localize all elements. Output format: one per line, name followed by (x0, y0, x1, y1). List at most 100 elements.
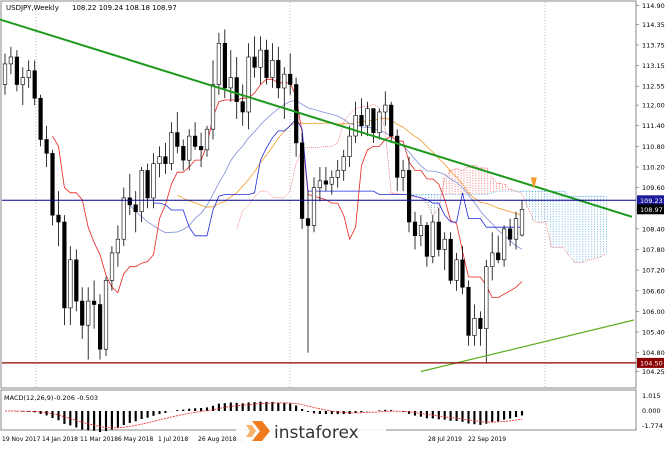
upper-trendline (0, 18, 633, 218)
x-tick-label: 6 May 2018 (118, 436, 153, 443)
candle-body (264, 49, 269, 78)
x-tick-label: 28 Jul 2019 (428, 436, 462, 443)
candle-body (163, 156, 168, 164)
candle-body (240, 101, 245, 113)
kijun-line (153, 118, 522, 237)
macd-values: -0.206 -0.503 (54, 394, 98, 402)
candle-body (395, 135, 400, 178)
candle-body (305, 218, 311, 226)
macd-label: MACD(12,26,9) (4, 394, 53, 402)
candle-body (466, 286, 471, 336)
candle-body (371, 108, 376, 133)
candle-body (121, 197, 126, 240)
watermark-text: instaforex (274, 423, 359, 443)
candle-body (347, 135, 352, 158)
candle-body (359, 115, 364, 127)
candle-body (20, 77, 25, 85)
candle-body (519, 209, 525, 236)
y-tick-label: 108.40 (642, 225, 665, 233)
candle-body (8, 56, 14, 65)
y-tick-label: 110.80 (642, 143, 665, 151)
price-tag-support-box (637, 357, 664, 368)
candle-body (288, 73, 293, 85)
candle-body (2, 63, 8, 85)
macd-tick-label: 0.000 (642, 407, 661, 415)
candle-body (507, 228, 513, 240)
candle-body (424, 225, 430, 257)
logo-icon (252, 421, 270, 441)
y-tick-label: 107.20 (642, 267, 665, 275)
candle-body (353, 115, 358, 137)
x-tick-label: 11 Mar 2018 (80, 436, 118, 443)
y-tick-label: 110.20 (642, 164, 665, 172)
candle-body (210, 84, 216, 130)
x-tick-label: 22 Sep 2019 (468, 436, 506, 443)
tenkan-line (52, 78, 523, 299)
candle-body (222, 42, 228, 89)
price-tag-horizontal: 109.23 (640, 197, 663, 205)
price-tag-current: 108.97 (640, 206, 663, 214)
candle-body (311, 187, 317, 226)
y-tick-label: 112.00 (642, 102, 665, 110)
candle-body (50, 153, 55, 216)
candle-body (14, 56, 20, 85)
candle-body (460, 259, 465, 288)
candle-body (216, 42, 222, 85)
candle-body (490, 252, 495, 267)
candle-body (74, 259, 79, 302)
x-tick-label: 1 Jul 2018 (158, 436, 188, 443)
y-tick-label: 107.80 (642, 246, 665, 254)
candle-body (436, 221, 441, 250)
candle-body (204, 128, 210, 151)
candle-body (400, 170, 406, 178)
candle-body (294, 84, 299, 144)
candle-body (80, 300, 85, 326)
macd-tick-label: -1.774 (642, 422, 663, 430)
price-tag-horizontal-box (637, 195, 664, 206)
candle-body (92, 300, 97, 305)
candle-body (193, 135, 198, 147)
candle-body (115, 238, 120, 254)
candle-body (252, 56, 257, 68)
candle-body (169, 132, 174, 164)
candle-body (181, 146, 186, 161)
candle-body (335, 170, 340, 178)
candle-body (478, 317, 483, 329)
candle-body (32, 70, 37, 99)
y-tick-label: 104.80 (642, 349, 665, 357)
candle-body (199, 146, 204, 151)
y-tick-label: 109.60 (642, 184, 665, 192)
candle-body (276, 60, 281, 89)
candle-body (299, 142, 305, 219)
candle-body (68, 259, 73, 309)
y-tick-label: 105.40 (642, 329, 665, 337)
candle-body (418, 225, 424, 236)
senkou-span-a-line (236, 104, 606, 263)
senkou-span-b-line (391, 190, 606, 197)
y-tick-label: 104.25 (642, 368, 665, 376)
candle-body (145, 170, 150, 199)
candle-body (38, 97, 43, 140)
y-tick-label: 112.55 (642, 83, 665, 91)
candle-body (258, 49, 263, 68)
x-tick-label: 26 Aug 2018 (198, 436, 237, 443)
price-panel-frame (0, 0, 637, 389)
candle-body (228, 77, 233, 89)
candle-body (157, 156, 162, 164)
header-ohlc: 108.22 109.24 108.18 108.97 (72, 4, 177, 12)
candle-body (501, 228, 507, 261)
macd-signal-line (5, 402, 523, 429)
y-tick-label: 106.00 (642, 308, 665, 316)
candle-body (133, 204, 138, 213)
candle-body (365, 108, 370, 127)
candle-body (86, 300, 91, 326)
candle-body (151, 163, 156, 199)
candle-body (139, 170, 144, 212)
y-tick-label: 113.75 (642, 42, 665, 50)
candle-body (377, 111, 382, 133)
candle-body (62, 221, 67, 309)
candle-body (175, 132, 180, 147)
candle-body (389, 104, 394, 137)
candle-body (406, 170, 412, 223)
